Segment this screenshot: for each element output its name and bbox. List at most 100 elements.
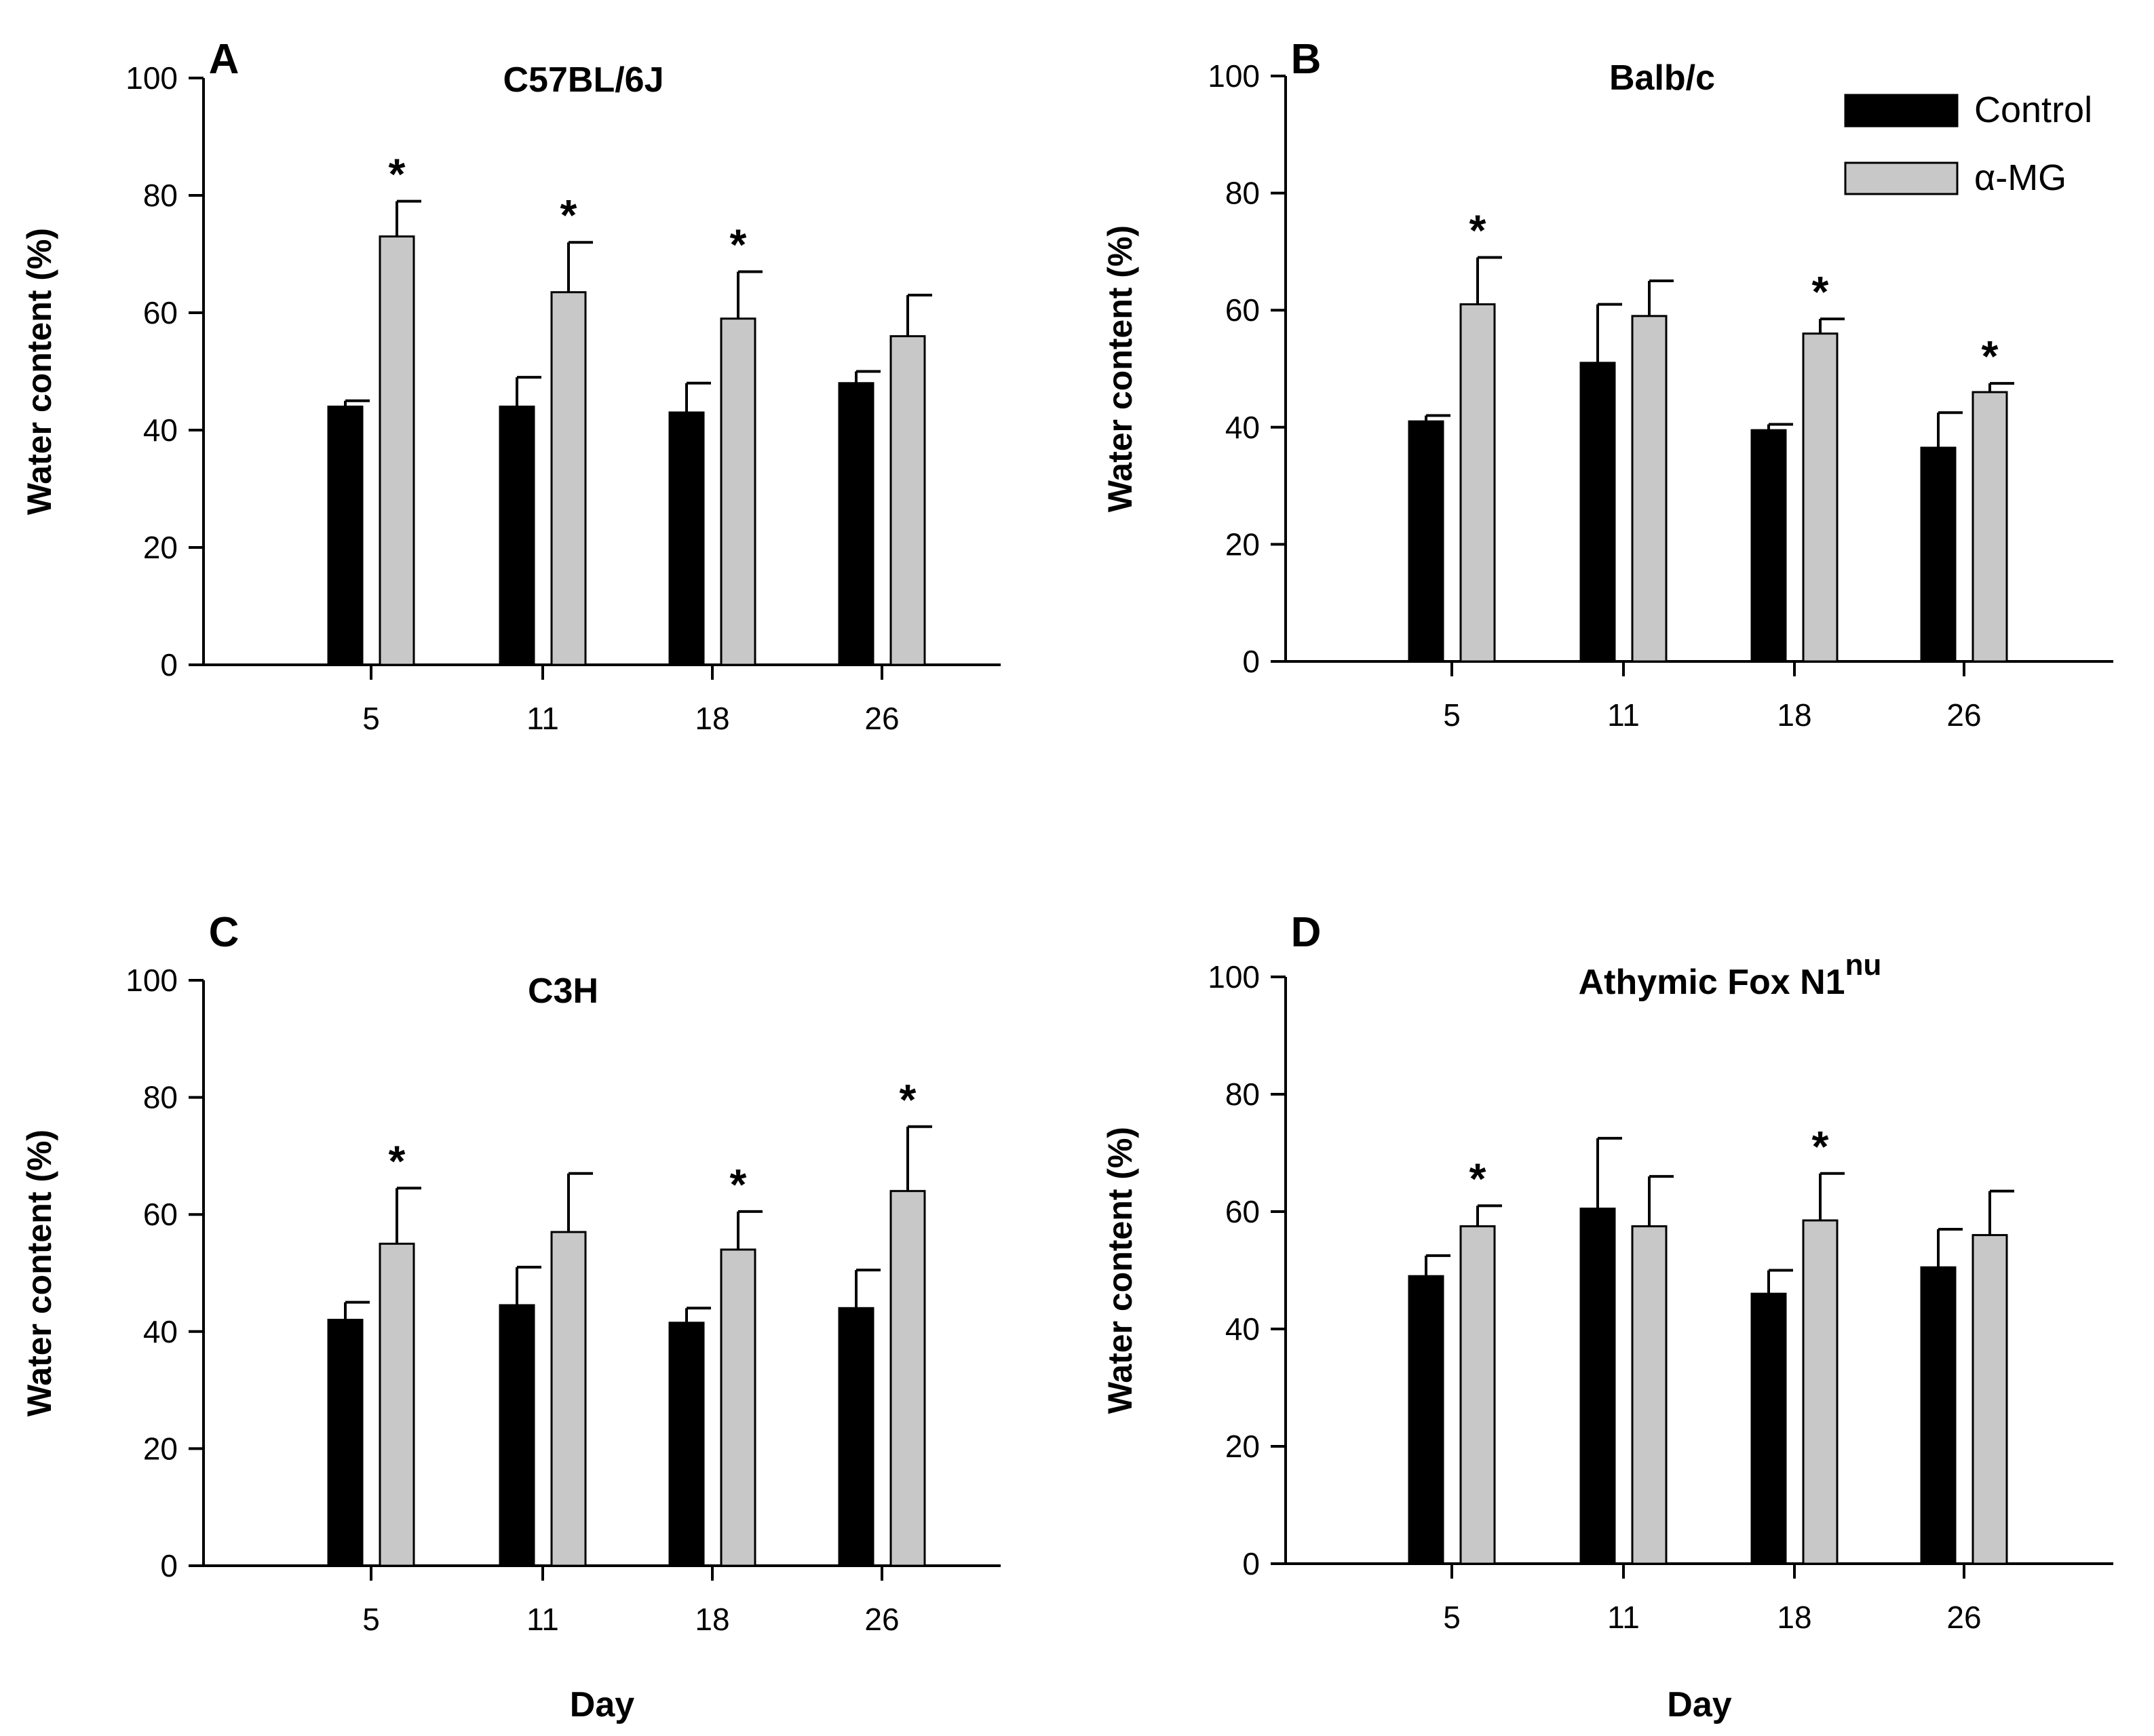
bar-control <box>327 405 364 666</box>
y-axis-label: Water content (%) <box>1101 225 1139 512</box>
x-tick-label: 26 <box>864 1602 899 1637</box>
panel-letter: B <box>1291 36 1322 83</box>
x-tick-label: 26 <box>1946 697 1981 733</box>
y-tick-label: 0 <box>1242 1546 1260 1581</box>
legend-swatch <box>1844 161 1959 195</box>
y-tick-label: 100 <box>126 963 178 998</box>
y-tick-label: 20 <box>1225 526 1260 562</box>
bar-control <box>838 382 874 666</box>
x-tick-label: 26 <box>1946 1600 1981 1635</box>
legend-label: Control <box>1974 90 2092 130</box>
y-tick-label: 100 <box>1208 58 1260 94</box>
y-tick-label: 40 <box>1225 410 1260 445</box>
bar-amg <box>379 1242 415 1567</box>
legend-label: α-MG <box>1974 157 2066 198</box>
bar-control <box>1579 362 1616 663</box>
y-axis-label: Water content (%) <box>1101 1127 1139 1414</box>
significance-mark: * <box>560 191 577 239</box>
x-tick-label: 11 <box>1607 1600 1640 1635</box>
x-tick-label: 18 <box>695 701 729 736</box>
y-tick-label: 40 <box>143 1314 178 1349</box>
panel-title: Balb/c <box>1609 58 1715 98</box>
bar-amg <box>550 1231 587 1567</box>
legend-swatch <box>1844 94 1959 128</box>
panel-title: C3H <box>528 971 598 1011</box>
bar-control <box>499 405 535 666</box>
y-tick-label: 80 <box>1225 1077 1260 1112</box>
y-tick-label: 80 <box>143 178 178 213</box>
x-tick-label: 5 <box>1443 697 1461 733</box>
y-tick-label: 40 <box>143 412 178 448</box>
x-tick-label: 18 <box>1777 697 1811 733</box>
panel-title: Athymic Fox N1nu <box>1579 948 1882 1002</box>
y-tick-label: 100 <box>1208 959 1260 995</box>
bar-amg <box>1802 332 1839 663</box>
bar-control <box>668 1322 705 1567</box>
x-tick-label: 26 <box>864 701 899 736</box>
bar-amg <box>720 1248 756 1567</box>
y-tick-label: 20 <box>1225 1429 1260 1464</box>
bar-amg <box>1459 303 1496 663</box>
x-tick-label: 18 <box>695 1602 729 1637</box>
bar-control <box>1750 1292 1787 1565</box>
panel-letter: C <box>209 909 239 956</box>
bar-amg <box>550 291 587 666</box>
bar-control <box>1920 1266 1957 1565</box>
significance-mark: * <box>730 1160 747 1209</box>
x-tick-label: 18 <box>1777 1600 1811 1635</box>
bar-amg <box>1802 1219 1839 1565</box>
x-tick-label: 11 <box>1607 697 1640 733</box>
bar-amg <box>1972 1234 2008 1565</box>
significance-mark: * <box>1812 1122 1829 1171</box>
legend: Control α-MG <box>1844 90 2092 198</box>
y-tick-label: 60 <box>1225 292 1260 328</box>
bar-control <box>1579 1208 1616 1565</box>
bar-control <box>838 1307 874 1567</box>
y-tick-label: 0 <box>160 1548 178 1583</box>
significance-mark: * <box>900 1075 917 1124</box>
y-tick-label: 0 <box>160 647 178 682</box>
significance-mark: * <box>730 220 747 269</box>
bar-amg <box>1631 1225 1668 1565</box>
x-tick-label: 5 <box>1443 1600 1461 1635</box>
x-axis-label: Day <box>570 1685 634 1724</box>
y-tick-label: 0 <box>1242 644 1260 679</box>
significance-mark: * <box>1812 267 1829 316</box>
bar-amg <box>1631 315 1668 663</box>
significance-mark: * <box>389 1136 406 1185</box>
bar-amg <box>889 1190 926 1567</box>
y-tick-label: 60 <box>143 1197 178 1232</box>
x-tick-label: 5 <box>362 701 380 736</box>
bar-amg <box>889 335 926 666</box>
bar-amg <box>379 235 415 666</box>
panel-c: C C3H 0 20 40 60 80 100 Water content (%) Day 5 11 1… <box>20 909 1001 1724</box>
significance-mark: * <box>389 150 406 199</box>
bar-control <box>327 1319 364 1567</box>
x-tick-label: 11 <box>526 701 559 736</box>
bar-amg <box>720 317 756 666</box>
significance-mark: * <box>1469 206 1486 255</box>
panel-b: B Balb/c 0 20 40 60 80 100 Water content (%) 5 11 1… <box>1101 36 2113 733</box>
panel-letter: D <box>1291 909 1322 956</box>
y-tick-label: 20 <box>143 530 178 565</box>
bar-amg <box>1972 391 2008 663</box>
bar-control <box>1750 429 1787 663</box>
panel-title: C57BL/6J <box>503 60 664 100</box>
panel-a: A C57BL/6J 0 20 40 60 80 100 Water content (%) 5 1… <box>20 36 1001 736</box>
significance-mark: * <box>1982 332 1999 381</box>
x-tick-label: 11 <box>526 1602 559 1637</box>
bar-control <box>499 1304 535 1567</box>
bar-control <box>1408 420 1444 663</box>
panel-d: D Athymic Fox N1nu 0 20 40 60 80 100 Water conte… <box>1101 909 2113 1724</box>
significance-mark: * <box>1469 1154 1486 1203</box>
bar-amg <box>1459 1225 1496 1565</box>
y-axis-label: Water content (%) <box>20 228 58 515</box>
y-tick-label: 60 <box>143 295 178 330</box>
x-tick-label: 5 <box>362 1602 380 1637</box>
bar-control <box>1920 446 1957 663</box>
x-axis-label: Day <box>1667 1685 1731 1724</box>
bar-control <box>1408 1275 1444 1565</box>
y-tick-label: 40 <box>1225 1311 1260 1347</box>
y-tick-label: 20 <box>143 1431 178 1466</box>
